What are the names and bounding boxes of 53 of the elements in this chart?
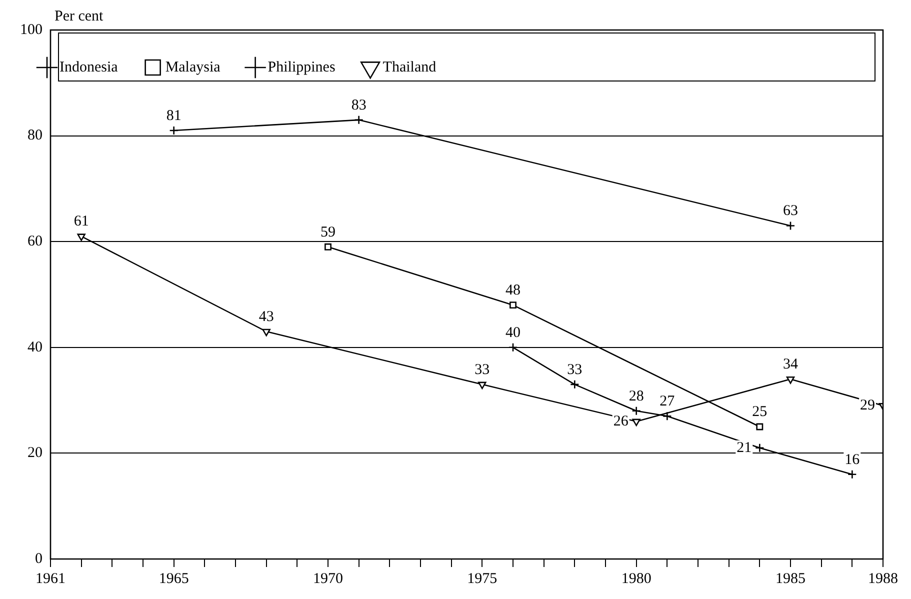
point [478, 382, 486, 390]
point [570, 380, 580, 390]
point [77, 234, 86, 241]
point [169, 126, 178, 136]
x-tick-label: 1965 [158, 570, 189, 587]
point [510, 302, 516, 309]
y-tick-label: 40 [28, 339, 42, 356]
x-tick-label: 1988 [868, 570, 898, 587]
point [354, 115, 364, 125]
data-label: 81 [166, 108, 182, 124]
point [848, 470, 857, 480]
data-label: 28 [628, 388, 644, 404]
point [632, 418, 640, 426]
point [662, 412, 672, 421]
data-label: 33 [474, 362, 490, 378]
point [508, 342, 518, 352]
data-label: 26 [613, 413, 629, 430]
legend-label: Philippines [268, 59, 336, 76]
data-label: 29 [860, 398, 875, 414]
point [756, 423, 764, 430]
x-tick-label: 1961 [36, 570, 66, 587]
data-label: 25 [752, 404, 768, 420]
y-axis-title: Per cent [54, 8, 104, 24]
data-label: 40 [506, 324, 520, 341]
data-label: 83 [351, 97, 366, 114]
x-tick-label: 1975 [467, 570, 498, 587]
data-label: 21 [736, 440, 752, 456]
point [262, 328, 270, 336]
legend-label: Malaysia [165, 59, 221, 76]
y-tick-label: 60 [28, 234, 42, 250]
data-label: 61 [74, 214, 89, 230]
point [632, 406, 641, 416]
point [324, 243, 332, 250]
legend-label: Indonesia [60, 59, 118, 76]
data-label: 43 [258, 308, 274, 325]
y-tick-label: 80 [28, 128, 42, 144]
x-tick-label: 1970 [313, 570, 343, 587]
y-tick-label: 0 [35, 550, 42, 567]
point [786, 376, 795, 384]
x-tick-label: 1985 [776, 570, 806, 587]
data-label: 33 [567, 362, 582, 378]
data-label: 16 [844, 452, 860, 468]
point [786, 221, 796, 230]
y-tick-label: 20 [28, 445, 42, 462]
data-label: 63 [783, 203, 798, 220]
data-label: 27 [660, 394, 676, 410]
point [755, 443, 764, 453]
legend-label: Thailand [382, 59, 437, 76]
x-tick-label: 1980 [621, 570, 652, 587]
y-tick-label: 100 [20, 22, 42, 38]
data-label: 59 [320, 224, 336, 240]
data-label: 34 [783, 356, 798, 373]
data-label: 48 [506, 282, 520, 299]
